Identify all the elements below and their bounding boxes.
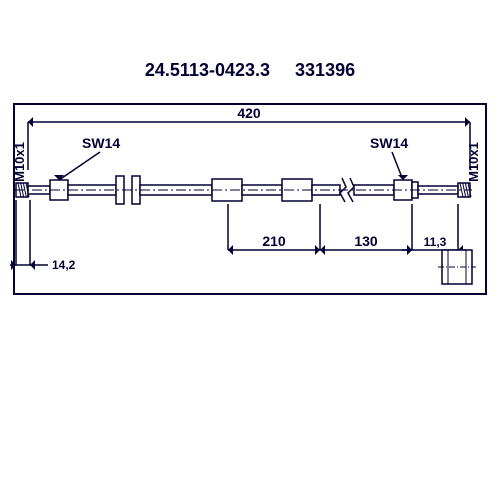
- technical-drawing: 420 SW14 SW14 M10x1 M10x1 210 130 11,3 14,2: [10, 100, 490, 400]
- drawing-svg: 420 SW14 SW14 M10x1 M10x1 210 130 11,3 14,2: [10, 100, 490, 400]
- part-number: 24.5113-0423.3: [145, 60, 270, 80]
- svg-text:M10x1: M10x1: [466, 142, 481, 182]
- svg-text:SW14: SW14: [82, 135, 120, 151]
- svg-text:210: 210: [262, 233, 286, 249]
- svg-text:SW14: SW14: [370, 135, 408, 151]
- svg-text:420: 420: [237, 105, 261, 121]
- svg-text:130: 130: [354, 233, 378, 249]
- reference-number: 331396: [295, 60, 355, 80]
- svg-text:11,3: 11,3: [424, 235, 447, 249]
- diagram-container: 24.5113-0423.3 331396 420 SW14 SW14 M10x1 M1…: [0, 0, 500, 500]
- svg-text:14,2: 14,2: [52, 258, 76, 272]
- header: 24.5113-0423.3 331396: [0, 60, 500, 81]
- svg-text:M10x1: M10x1: [12, 142, 27, 182]
